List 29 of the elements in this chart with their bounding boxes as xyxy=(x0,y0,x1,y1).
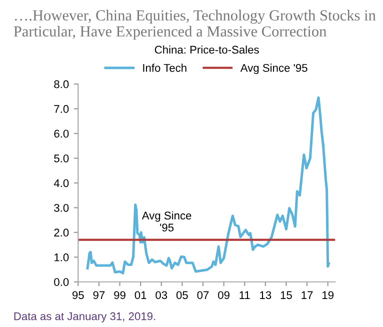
y-tick-label: 5.0 xyxy=(54,154,69,162)
y-tick-label: 6.0 xyxy=(54,130,69,138)
x-tick-label: 03 xyxy=(156,291,168,300)
annotation: Avg Since '95 xyxy=(142,211,192,232)
x-tick-label: 13 xyxy=(260,291,272,300)
x-tick-label: 09 xyxy=(218,291,230,300)
y-tick-label: 7.0 xyxy=(54,105,69,113)
y-tick-label: 3.0 xyxy=(54,204,69,212)
x-tick-label: 99 xyxy=(114,291,126,300)
x-tick-label: 19 xyxy=(322,291,334,300)
chart-title: ….However, China Equities, Technology Growth Stocks in Particular, Have Experienced a Massive Correction xyxy=(14,10,376,40)
legend-label: Avg Since '95 xyxy=(240,64,308,74)
x-tick-label: 95 xyxy=(72,291,84,300)
x-tick-label: 17 xyxy=(302,291,313,299)
x-tick-label: 97 xyxy=(93,291,105,300)
y-tick-label: 0.0 xyxy=(54,278,69,286)
legend-label: Info Tech xyxy=(143,64,186,72)
x-tick-label: 15 xyxy=(280,291,292,300)
y-tick-label: 2.0 xyxy=(54,228,69,237)
y-tick-label: 1.0 xyxy=(54,253,69,262)
x-tick-label: 11 xyxy=(240,291,250,299)
line-series xyxy=(86,96,330,274)
x-tick-label: 07 xyxy=(197,291,209,300)
y-tick-label: 8.0 xyxy=(54,80,69,88)
x-tick-label: 01 xyxy=(134,291,146,300)
text: Data as at January 31, 2019. xyxy=(14,312,156,322)
chart-subtitle: China: Price-to-Sales xyxy=(154,46,259,54)
y-tick-label: 4.0 xyxy=(54,179,69,188)
x-tick-label: 05 xyxy=(176,291,188,300)
